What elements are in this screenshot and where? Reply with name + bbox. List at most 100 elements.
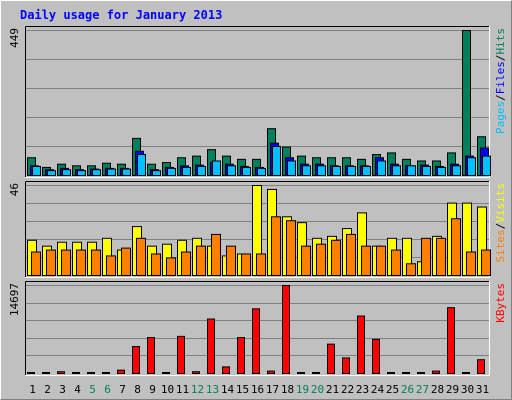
bar-kbytes-day-20 — [312, 372, 320, 374]
bar-kbytes-day-16 — [252, 308, 260, 374]
bar-kbytes-day-13 — [207, 318, 215, 375]
x-tick-day-29: 29 — [446, 383, 459, 396]
bar-kbytes-day-8 — [132, 346, 140, 374]
x-tick-day-11: 11 — [176, 383, 189, 396]
bar-sites-day-27 — [421, 237, 431, 276]
bar-kbytes-day-11 — [177, 335, 185, 374]
bar-sites-day-6 — [106, 255, 116, 277]
bar-pages-day-15 — [242, 166, 251, 176]
bar-sites-day-29 — [451, 218, 461, 276]
bar-sites-day-14 — [226, 245, 236, 277]
bar-pages-day-22 — [347, 165, 356, 177]
bar-sites-day-1 — [31, 251, 41, 277]
chart-title: Daily usage for January 2013 — [20, 8, 222, 22]
x-tick-day-30: 30 — [461, 383, 474, 396]
bar-pages-day-9 — [152, 170, 161, 176]
bar-kbytes-day-26 — [402, 372, 410, 374]
x-tick-day-4: 4 — [74, 383, 81, 396]
bar-pages-day-11 — [182, 166, 191, 176]
x-tick-day-19: 19 — [296, 383, 309, 396]
bar-kbytes-day-31 — [477, 359, 485, 375]
bar-sites-day-7 — [121, 247, 131, 276]
panel-hits-files-pages: 449 Pages/Files/Hits — [8, 26, 507, 178]
bar-pages-day-31 — [482, 155, 491, 177]
bar-pages-day-3 — [62, 169, 71, 177]
plot-area — [25, 26, 490, 178]
y-max-label: 14697 — [8, 283, 21, 316]
y-max-label: 449 — [8, 28, 21, 48]
x-tick-day-31: 31 — [476, 383, 489, 396]
bar-pages-day-17 — [272, 145, 281, 176]
bar-pages-day-2 — [47, 170, 56, 176]
legend-kbytes: KBytes — [494, 283, 507, 323]
x-tick-day-27: 27 — [416, 383, 429, 396]
bar-sites-day-21 — [331, 239, 341, 276]
bar-kbytes-day-30 — [462, 372, 470, 374]
bar-kbytes-day-24 — [372, 338, 380, 374]
bar-pages-day-1 — [32, 165, 41, 177]
bar-kbytes-day-15 — [237, 337, 245, 375]
bar-pages-day-23 — [362, 165, 371, 177]
legend-visits: Visits — [494, 183, 507, 223]
x-tick-day-18: 18 — [281, 383, 294, 396]
x-tick-day-17: 17 — [266, 383, 279, 396]
x-tick-day-3: 3 — [59, 383, 66, 396]
bar-pages-day-29 — [452, 165, 461, 176]
x-tick-day-12: 12 — [191, 383, 204, 396]
bar-kbytes-day-19 — [297, 372, 305, 374]
bar-kbytes-day-14 — [222, 366, 230, 375]
x-tick-day-20: 20 — [311, 383, 324, 396]
bar-sites-day-17 — [271, 216, 281, 277]
bar-pages-day-27 — [422, 165, 431, 177]
bar-hits-day-30 — [462, 30, 471, 176]
bar-pages-day-7 — [122, 168, 131, 176]
bar-sites-day-20 — [316, 243, 326, 276]
bar-pages-day-5 — [92, 169, 101, 177]
bar-pages-day-6 — [107, 168, 116, 176]
legend-sites: Sites — [494, 229, 507, 262]
x-tick-day-5: 5 — [89, 383, 96, 396]
bar-kbytes-day-7 — [117, 369, 125, 375]
legend-visits-sites: Sites/Visits — [494, 183, 507, 263]
x-tick-day-23: 23 — [356, 383, 369, 396]
legend-hits: Hits — [494, 28, 507, 55]
bar-kbytes-day-22 — [342, 357, 350, 374]
bar-pages-day-19 — [302, 165, 311, 176]
bar-sites-day-22 — [346, 233, 356, 276]
x-tick-day-25: 25 — [386, 383, 399, 396]
x-tick-day-1: 1 — [29, 383, 36, 396]
bar-kbytes-day-6 — [102, 372, 110, 374]
bar-pages-day-18 — [287, 160, 296, 177]
x-tick-day-21: 21 — [326, 383, 339, 396]
bar-sites-day-28 — [436, 237, 446, 276]
bar-sites-day-9 — [151, 253, 161, 276]
bar-kbytes-day-29 — [447, 307, 455, 375]
x-tick-day-2: 2 — [44, 383, 51, 396]
bar-kbytes-day-9 — [147, 337, 155, 375]
legend-kbytes: KBytes — [494, 283, 507, 323]
bar-sites-day-15 — [241, 253, 251, 276]
bar-pages-day-13 — [212, 160, 221, 177]
x-tick-day-28: 28 — [431, 383, 444, 396]
bar-sites-day-16 — [256, 253, 266, 276]
bar-sites-day-10 — [166, 257, 176, 276]
bar-pages-day-16 — [257, 167, 266, 177]
bar-pages-day-4 — [77, 170, 86, 176]
x-tick-day-9: 9 — [149, 383, 156, 396]
bar-kbytes-day-5 — [87, 372, 95, 374]
bar-sites-day-25 — [391, 249, 401, 276]
bar-sites-day-24 — [376, 245, 386, 277]
bar-pages-day-25 — [392, 165, 401, 176]
bar-pages-day-28 — [437, 166, 446, 176]
x-tick-day-8: 8 — [134, 383, 141, 396]
bar-pages-day-21 — [332, 165, 341, 177]
bar-kbytes-day-10 — [162, 372, 170, 374]
bar-sites-day-31 — [481, 249, 491, 276]
bar-pages-day-10 — [167, 167, 176, 177]
bar-pages-day-26 — [407, 165, 416, 176]
bar-pages-day-24 — [377, 160, 386, 177]
x-tick-day-10: 10 — [161, 383, 174, 396]
bar-sites-day-11 — [181, 251, 191, 277]
bar-sites-day-30 — [466, 251, 476, 277]
